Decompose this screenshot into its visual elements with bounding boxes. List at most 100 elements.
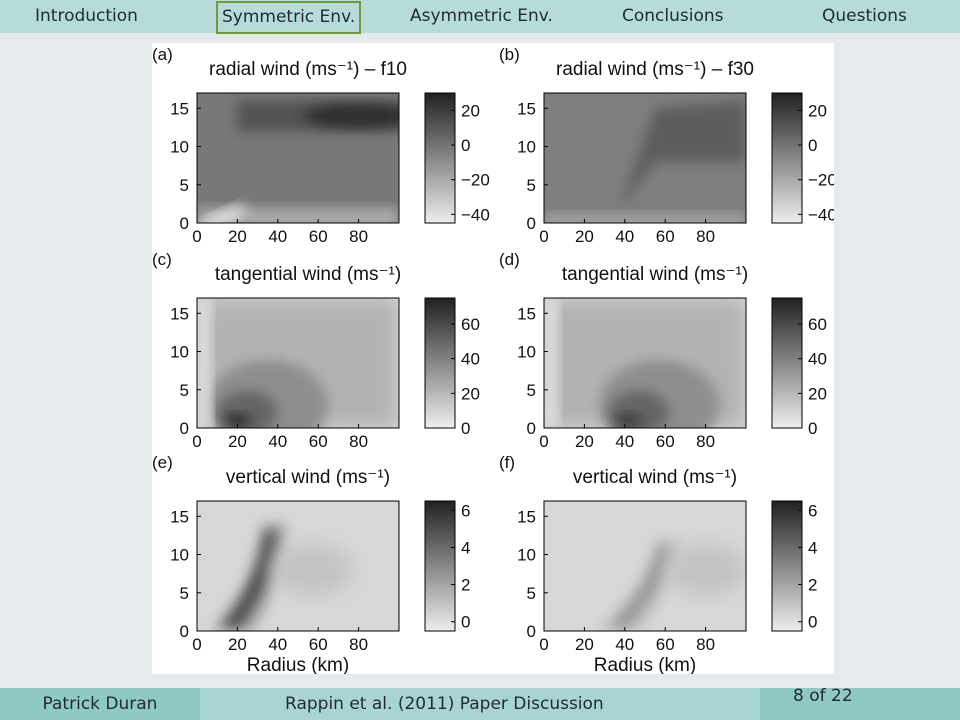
x-tick-label: 80: [696, 432, 715, 451]
colorbar-tick-label: 0: [808, 613, 817, 632]
max-wind-core: [614, 413, 643, 428]
plot-frame: [543, 92, 747, 224]
outflow-region: [620, 100, 746, 208]
colorbar-tick-label: 2: [461, 576, 470, 595]
colorbar-tick-label: 6: [808, 501, 817, 520]
plot-area: [544, 93, 746, 223]
x-tick-label: 20: [575, 432, 594, 451]
colorbar-tick-label: 0: [461, 613, 470, 632]
colorbar: [771, 297, 803, 429]
panel-title: vertical wind (ms⁻¹): [226, 467, 390, 488]
x-axis-label: Radius (km): [594, 655, 696, 674]
x-tick-label: 40: [268, 432, 287, 451]
colorbar-tick-label: 4: [461, 538, 470, 557]
x-tick-label: 60: [656, 432, 675, 451]
outer-updraft: [272, 544, 353, 595]
y-tick-label: 15: [517, 304, 536, 323]
x-tick-label: 40: [268, 227, 287, 246]
plot-area: [197, 93, 399, 223]
plot-area: [544, 298, 746, 428]
colorbar-tick-label: 20: [461, 101, 480, 120]
colorbar-tick-label: −20: [808, 171, 834, 190]
x-tick-label: 20: [575, 635, 594, 654]
colorbar: [424, 500, 456, 632]
colorbar-tick-label: 60: [808, 315, 827, 334]
x-tick-label: 60: [309, 227, 328, 246]
y-tick-label: 0: [180, 419, 189, 438]
colorbar: [424, 92, 456, 224]
y-tick-label: 10: [170, 546, 189, 565]
x-tick-label: 60: [656, 227, 675, 246]
nav-item-conclusions[interactable]: Conclusions: [622, 6, 724, 26]
y-tick-label: 5: [527, 584, 536, 603]
colorbar-tick-label: 20: [808, 384, 827, 403]
panel-letter: (b): [499, 45, 520, 64]
plot-area: [544, 501, 746, 631]
plot-frame: [196, 500, 400, 632]
x-tick-label: 80: [349, 227, 368, 246]
plot-frame: [196, 297, 400, 429]
plot-frame: [196, 92, 400, 224]
colorbar-tick-label: −40: [808, 205, 834, 224]
y-tick-label: 5: [180, 176, 189, 195]
x-tick-label: 40: [268, 635, 287, 654]
nav-item-symmetric-env[interactable]: Symmetric Env.: [216, 1, 362, 34]
x-tick-label: 0: [539, 635, 548, 654]
x-tick-label: 60: [656, 635, 675, 654]
y-tick-label: 10: [517, 343, 536, 362]
x-tick-label: 20: [575, 227, 594, 246]
y-tick-label: 10: [170, 138, 189, 157]
colorbar-tick-label: −40: [461, 205, 490, 224]
panel-title: vertical wind (ms⁻¹): [573, 467, 737, 488]
y-tick-label: 0: [527, 622, 536, 641]
y-tick-label: 0: [527, 419, 536, 438]
colorbar-tick-label: 0: [461, 136, 470, 155]
panel-5: (e)vertical wind (ms⁻¹)0 20 40 60 80051015Ra…: [152, 453, 470, 676]
panel-title: radial wind (ms⁻¹) – f30: [556, 59, 754, 80]
x-axis-label: Radius (km): [247, 655, 349, 674]
x-tick-label: 0: [192, 635, 201, 654]
x-tick-label: 60: [309, 635, 328, 654]
nav-item-questions[interactable]: Questions: [822, 6, 907, 26]
x-tick-label: 80: [696, 227, 715, 246]
panel-6: (f)vertical wind (ms⁻¹)0 20 40 60 80051015Ra…: [499, 453, 817, 676]
plot-area: [197, 298, 399, 428]
eye-region: [544, 298, 558, 428]
page-number: 8 of 22: [793, 686, 853, 706]
y-tick-label: 15: [170, 99, 189, 118]
y-tick-label: 15: [170, 304, 189, 323]
panel-letter: (f): [499, 453, 515, 472]
footer-page-box: 8 of 22: [760, 686, 960, 720]
colorbar-tick-label: −20: [461, 171, 490, 190]
plot-frame: [543, 297, 747, 429]
nav-item-introduction[interactable]: Introduction: [35, 6, 138, 26]
y-tick-label: 0: [180, 214, 189, 233]
x-tick-label: 0: [539, 227, 548, 246]
y-tick-label: 10: [517, 138, 536, 157]
x-tick-label: 0: [192, 227, 201, 246]
nav-item-asymmetric-env[interactable]: Asymmetric Env.: [410, 6, 553, 26]
colorbar: [771, 92, 803, 224]
x-tick-label: 0: [192, 432, 201, 451]
x-tick-label: 0: [539, 432, 548, 451]
max-wind-core: [223, 413, 252, 428]
x-tick-label: 20: [228, 227, 247, 246]
panel-letter: (c): [152, 250, 172, 269]
y-tick-label: 15: [170, 507, 189, 526]
colorbar-tick-label: 6: [461, 501, 470, 520]
footer-bar: Patrick Duran Rappin et al. (2011) Paper…: [0, 686, 960, 720]
colorbar-tick-label: 20: [808, 101, 827, 120]
colorbar-tick-label: 20: [461, 384, 480, 403]
panel-4: (d) tangential wind (ms⁻¹) 0 20 40 60 80 0 5 10 15…: [499, 250, 827, 451]
y-tick-label: 5: [527, 176, 536, 195]
plot-area: [197, 501, 399, 631]
colorbar-tick-label: 60: [461, 315, 480, 334]
colorbar-tick-label: 2: [808, 576, 817, 595]
panel-title: tangential wind (ms⁻¹): [562, 264, 748, 285]
footer-title: Rappin et al. (2011) Paper Discussion: [285, 694, 604, 714]
x-tick-label: 80: [349, 635, 368, 654]
x-tick-label: 40: [615, 227, 634, 246]
x-tick-label: 40: [615, 432, 634, 451]
outflow-jet: [303, 103, 399, 128]
